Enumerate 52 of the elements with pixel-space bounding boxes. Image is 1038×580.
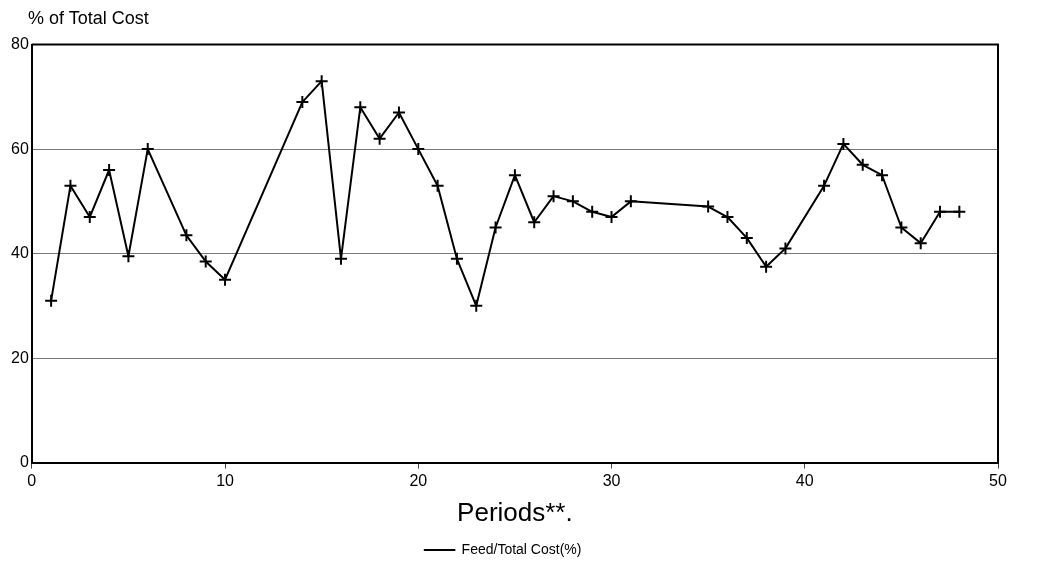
point xyxy=(585,204,600,219)
point xyxy=(372,131,387,146)
point xyxy=(295,95,310,110)
point xyxy=(44,293,59,308)
point xyxy=(82,210,97,225)
point xyxy=(817,178,832,193)
point xyxy=(739,230,754,245)
point xyxy=(527,215,542,230)
point xyxy=(604,210,619,225)
x-tick-label: 20 xyxy=(409,471,428,489)
point xyxy=(140,142,155,157)
x-tick-label: 30 xyxy=(602,471,621,489)
x-tick-label: 50 xyxy=(989,471,1007,489)
x-tick-label: 40 xyxy=(795,471,814,489)
point xyxy=(875,168,890,183)
point xyxy=(411,142,426,157)
point xyxy=(507,168,522,183)
point xyxy=(913,236,928,251)
y-tick-label: 20 xyxy=(11,348,29,366)
point xyxy=(63,178,78,193)
point xyxy=(701,199,716,214)
x-tick-label: 10 xyxy=(216,471,235,489)
point xyxy=(546,189,561,204)
point xyxy=(565,194,580,209)
point xyxy=(121,249,136,264)
point xyxy=(449,251,464,266)
y-tick-label: 0 xyxy=(19,453,29,471)
point xyxy=(933,204,948,219)
point xyxy=(391,105,406,120)
point xyxy=(778,241,793,256)
point xyxy=(855,157,870,172)
point xyxy=(102,163,117,177)
point xyxy=(836,136,851,151)
y-tick-label: 60 xyxy=(11,139,29,157)
point xyxy=(314,74,329,89)
point xyxy=(179,228,194,243)
x-axis-title: Periods**. xyxy=(457,496,573,527)
point xyxy=(353,100,368,115)
point xyxy=(218,272,233,287)
legend-label: Feed/Total Cost(%) xyxy=(461,540,582,557)
y-axis-title: % of Total Cost xyxy=(28,8,150,30)
point xyxy=(952,204,967,219)
point xyxy=(720,210,735,225)
point xyxy=(198,254,213,269)
y-tick-label: 40 xyxy=(11,244,29,262)
point xyxy=(623,194,638,209)
point xyxy=(469,298,484,313)
point xyxy=(430,178,445,193)
point xyxy=(488,220,503,235)
point xyxy=(894,220,909,235)
y-tick-label: 80 xyxy=(11,35,29,53)
point xyxy=(759,259,774,274)
